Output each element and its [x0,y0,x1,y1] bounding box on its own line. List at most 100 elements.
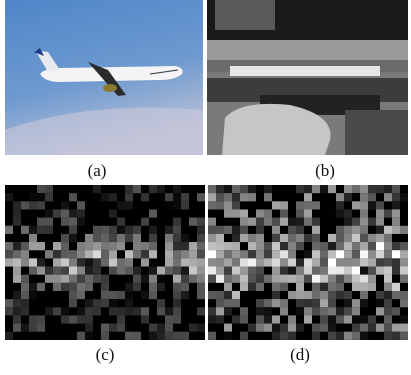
noise-pixel [376,226,384,234]
noise-pixel [304,185,312,193]
noise-pixel [304,258,312,266]
noise-pixel [248,250,256,258]
noise-pixel [173,332,181,340]
noise-pixel [29,242,37,250]
noise-pixel [224,185,232,193]
noise-pixel [360,185,368,193]
noise-pixel [125,185,133,193]
noise-pixel [5,242,13,250]
noise-pixel [125,234,133,242]
noise-pixel [248,267,256,275]
noise-pixel [272,324,280,332]
noise-pixel [61,250,69,258]
noise-pixel [240,332,248,340]
noise-pixel [208,315,216,323]
noise-pixel [53,324,61,332]
noise-pixel [189,332,197,340]
noise-pixel [93,242,101,250]
noise-pixel [264,209,272,217]
noise-pixel [392,291,400,299]
noise-pixel [352,218,360,226]
noise-pixel [384,234,392,242]
noise-pixel [69,209,77,217]
noise-pixel [101,226,109,234]
noise-pixel [328,275,336,283]
noise-pixel [149,185,157,193]
noise-pixel [149,234,157,242]
noise-pixel [360,283,368,291]
noise-pixel [352,332,360,340]
noise-pixel [328,234,336,242]
noise-pixel [141,250,149,258]
noise-pixel [344,291,352,299]
noise-pixel [13,242,21,250]
noise-pixel [344,250,352,258]
noise-pixel [240,258,248,266]
noise-pixel [280,209,288,217]
noise-pixel [181,242,189,250]
noise-pixel [352,193,360,201]
noise-pixel [69,250,77,258]
noise-pixel [77,193,85,201]
noise-pixel [224,275,232,283]
noise-pixel [368,201,376,209]
noise-pixel [232,267,240,275]
noise-pixel [304,234,312,242]
noise-pixel [384,275,392,283]
noise-pixel [240,307,248,315]
noise-pixel [304,218,312,226]
noise-pixel [272,250,280,258]
noise-pixel [173,201,181,209]
noise-pixel [157,185,165,193]
noise-pixel [264,299,272,307]
noise-pixel [368,283,376,291]
noise-pixel [352,234,360,242]
noise-pixel [392,332,400,340]
noise-pixel [37,242,45,250]
noise-pixel [53,258,61,266]
noise-pixel [125,307,133,315]
noise-pixel [328,324,336,332]
noise-pixel [232,234,240,242]
noise-pixel [352,201,360,209]
noise-pixel [69,299,77,307]
noise-pixel [352,185,360,193]
noise-pixel [264,275,272,283]
noise-pixel [21,201,29,209]
noise-pixel [368,185,376,193]
noise-pixel [384,307,392,315]
noise-pixel [368,218,376,226]
noise-pixel [125,324,133,332]
noise-pixel [384,250,392,258]
noise-pixel [181,291,189,299]
noise-pixel [256,218,264,226]
noise-pixel [392,218,400,226]
noise-pixel [117,218,125,226]
noise-pixel [125,201,133,209]
noise-pixel [328,315,336,323]
noise-pixel [165,193,173,201]
noise-pixel [384,324,392,332]
noise-pixel [400,291,408,299]
noise-pixel [256,234,264,242]
noise-pixel [344,258,352,266]
noise-pixel [69,283,77,291]
noise-pixel [197,258,205,266]
noise-pixel [117,267,125,275]
noise-pixel [312,250,320,258]
noise-pixel [376,201,384,209]
noise-pixel [400,315,408,323]
noise-pixel [173,291,181,299]
noise-pixel [37,315,45,323]
noise-pixel [224,226,232,234]
noise-pixel [85,275,93,283]
noise-pixel [296,185,304,193]
noise-pixel [13,258,21,266]
noise-pixel [13,201,21,209]
noise-pixel [288,291,296,299]
noise-pixel [165,250,173,258]
noise-pixel [125,250,133,258]
noise-pixel [296,218,304,226]
noise-pixel [5,299,13,307]
noise-pixel [117,201,125,209]
